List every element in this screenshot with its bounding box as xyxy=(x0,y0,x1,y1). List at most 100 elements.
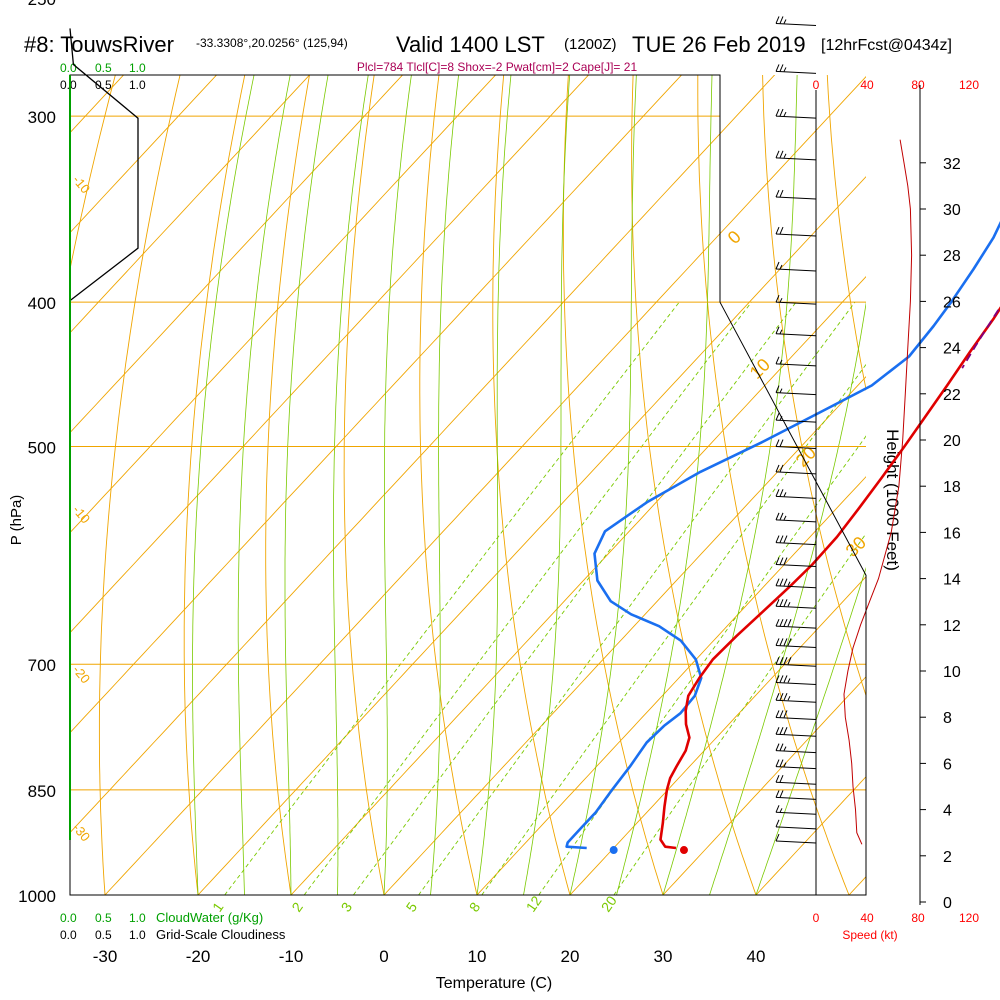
mixing-ratio-line xyxy=(481,363,866,895)
wind-barb-half xyxy=(783,492,787,497)
isotherm xyxy=(70,75,590,634)
speed-tick-top-0: 0 xyxy=(813,78,820,92)
wind-barb-flag xyxy=(779,512,784,521)
wind-barb xyxy=(775,419,817,423)
temperature-tick-label: -10 xyxy=(279,947,304,966)
speed-tick-bottom-2: 80 xyxy=(911,911,925,925)
wind-barb xyxy=(775,392,817,396)
station-coords: -33.3308°,20.0256° (125,94) xyxy=(196,36,348,50)
cloudiness-scale-bottom-0: 0.0 xyxy=(60,928,77,942)
wind-barb-flag xyxy=(779,150,784,159)
wind-barb-flag xyxy=(779,16,784,24)
wind-barb-flag xyxy=(787,618,792,627)
wind-barb-flag xyxy=(775,638,780,646)
wind-barb-flag xyxy=(775,805,780,813)
wind-barb xyxy=(775,644,817,648)
wind-barb-flag xyxy=(775,790,780,798)
height-tick-label: 32 xyxy=(943,156,961,173)
isotherm xyxy=(70,75,497,534)
wind-barb-half xyxy=(783,19,787,24)
dry-adiabat xyxy=(419,75,478,895)
wind-barb-flag xyxy=(779,759,784,767)
wind-barb-flag xyxy=(775,226,780,235)
wind-barb xyxy=(775,663,817,667)
dry-adiabat xyxy=(265,75,310,895)
wind-barb-half xyxy=(779,297,783,303)
valid-time: Valid 1400 LST xyxy=(396,32,545,57)
cloud-scale-bottom-2: 1.0 xyxy=(129,911,146,925)
wind-barb-half xyxy=(779,388,783,393)
wind-barb xyxy=(775,605,817,609)
forecast-date: TUE 26 Feb 2019 xyxy=(632,32,806,57)
wind-barb-half xyxy=(787,581,791,586)
wind-barb xyxy=(775,233,817,237)
pressure-tick-label: 400 xyxy=(28,294,56,313)
moist-adiabat xyxy=(383,75,412,895)
isotherm xyxy=(70,75,776,834)
surface-temperature-dot xyxy=(679,846,688,855)
wind-barb-flag xyxy=(775,819,780,828)
wind-barb-flag xyxy=(779,710,784,718)
height-tick-label: 14 xyxy=(943,572,961,589)
wind-barb-flag xyxy=(775,775,780,783)
cloudiness-scale-top-0: 0.0 xyxy=(60,78,77,92)
wind-barb-flag xyxy=(775,16,780,24)
pressure-tick-label: 250 xyxy=(28,0,56,9)
height-tick-label: 10 xyxy=(943,664,961,681)
moist-adiabat-label: -20 xyxy=(70,662,94,686)
moist-adiabat xyxy=(476,75,512,895)
moist-adiabat xyxy=(755,566,866,895)
wind-barb-half xyxy=(779,329,783,334)
temperature-tick-label: 20 xyxy=(561,947,580,966)
cloud-scale-top-0: 0.0 xyxy=(60,61,77,75)
wind-barb-flag xyxy=(783,727,788,735)
wind-barb xyxy=(775,333,817,337)
background-lines xyxy=(70,75,866,895)
wind-barb-half xyxy=(787,678,791,683)
wind-barb-flag xyxy=(779,189,784,198)
wind-barb-flag xyxy=(775,108,780,117)
pressure-tick-label: 300 xyxy=(28,108,56,127)
dry-adiabat xyxy=(183,75,246,895)
moist-adiabat xyxy=(523,75,571,895)
station-title: #8: TouwsRiver xyxy=(24,32,174,57)
pressure-tick-label: 500 xyxy=(28,439,56,458)
cloud-scale-top-2: 1.0 xyxy=(129,61,146,75)
wind-barb-flag xyxy=(775,727,780,735)
wind-barb-half xyxy=(787,695,791,701)
mixing-ratio-line xyxy=(303,301,752,895)
wind-barb-flag xyxy=(779,638,784,646)
speed-axis-label: Speed (kt) xyxy=(842,928,897,942)
wind-barb-half xyxy=(779,359,783,365)
wind-barb-half xyxy=(783,515,787,521)
wind-barb xyxy=(775,811,817,815)
isotherm xyxy=(70,75,683,734)
wind-barb-flag xyxy=(783,578,788,586)
wind-barb-flag xyxy=(779,489,784,497)
moist-adiabat-label: -10 xyxy=(70,502,94,526)
wind-barb xyxy=(775,70,817,74)
mixing-ratio-label: 8 xyxy=(466,899,484,915)
isotherm xyxy=(383,376,866,895)
wind-barb xyxy=(775,363,817,367)
wind-barb xyxy=(775,446,817,450)
wind-barb-flag xyxy=(775,464,780,473)
wind-barb-flag xyxy=(775,412,780,421)
cloudiness-scale-bottom-1: 0.5 xyxy=(95,928,112,942)
mixing-ratio-label: 20 xyxy=(598,893,620,915)
wind-barb xyxy=(775,781,817,785)
wind-barb-flag xyxy=(779,692,784,701)
wind-barb-flag xyxy=(779,226,784,235)
moist-adiabat-label: -10 xyxy=(70,172,94,196)
parcel-line xyxy=(961,305,1000,369)
wind-barb-flag xyxy=(775,578,780,586)
wind-barb xyxy=(775,519,817,523)
speed-tick-top-1: 40 xyxy=(860,78,874,92)
height-tick-label: 16 xyxy=(943,525,961,542)
wind-barb-half xyxy=(783,746,787,751)
isotherm xyxy=(70,75,311,334)
wind-barb-flag xyxy=(787,657,792,665)
mixing-ratio-line xyxy=(224,301,680,895)
isotherm xyxy=(662,676,866,895)
wind-barb-flag xyxy=(779,618,784,627)
